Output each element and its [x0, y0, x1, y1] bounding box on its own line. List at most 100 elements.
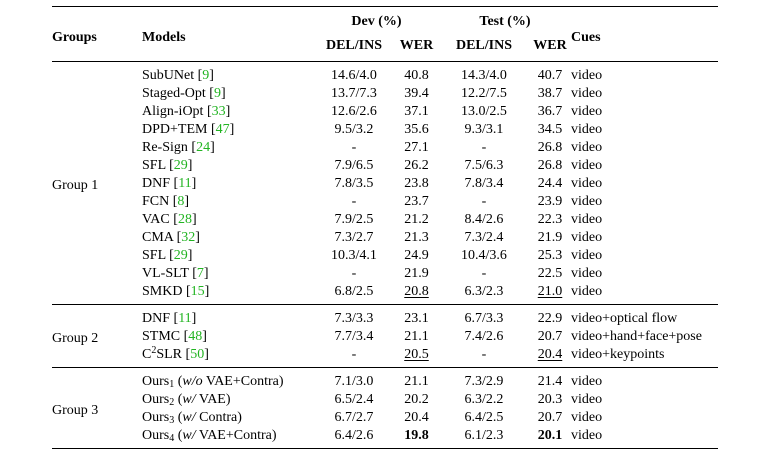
cell-value: 20.2 [404, 392, 429, 407]
model-name: SFL [29] [142, 248, 193, 263]
model-name: FCN [8] [142, 194, 190, 209]
test-wer-cell: 25.3 [529, 247, 571, 265]
citation-link[interactable]: 8 [177, 194, 185, 209]
test-wer-cell: 22.3 [529, 211, 571, 229]
cell-value: 7.8/3.5 [334, 176, 374, 191]
cues-cell: video [571, 428, 603, 443]
model-label: Re-Sign [142, 140, 188, 155]
model-name: SMKD [15] [142, 284, 210, 299]
cell-value: 6.1/2.3 [464, 428, 504, 443]
citation-link[interactable]: 24 [196, 140, 211, 155]
test-del-ins-cell: 7.4/2.6 [439, 328, 529, 346]
cues-cell: video [571, 86, 603, 101]
cues-cell: video [571, 68, 603, 83]
cell-value: 9.3/3.1 [464, 122, 504, 137]
test-del-ins-cell: - [439, 346, 529, 368]
dev-wer-cell: 23.1 [394, 305, 439, 329]
cell-value: 7.3/3.3 [334, 311, 374, 326]
dev-wer-cell: 23.8 [394, 175, 439, 193]
citation-link[interactable]: 29 [173, 248, 188, 263]
citation-link[interactable]: 9 [202, 68, 210, 83]
dev-wer-header: WER [399, 38, 434, 53]
dev-del-ins-cell: - [314, 346, 394, 368]
dev-wer-cell: 20.2 [394, 391, 439, 409]
cell-value: 22.3 [537, 212, 563, 227]
test-del-ins-cell: 13.0/2.5 [439, 103, 529, 121]
citation-link[interactable]: 7 [196, 266, 204, 281]
table-row: FCN [8] - 23.7 - 23.9 video [52, 193, 718, 211]
table-row: C2SLR [50] - 20.5 - 20.4 video+keypoints [52, 346, 718, 368]
citation-link[interactable]: 11 [178, 311, 192, 326]
cell-value: - [351, 140, 357, 155]
cell-value: 36.7 [537, 104, 563, 119]
cell-value: 20.3 [537, 392, 563, 407]
citation-link[interactable]: 47 [215, 122, 230, 137]
groups-header: Groups [52, 30, 97, 45]
citation-link[interactable]: 29 [173, 158, 188, 173]
citation-link[interactable]: 48 [188, 329, 203, 344]
cell-value: 7.9/6.5 [334, 158, 374, 173]
cell-value: 24.4 [537, 176, 563, 191]
cues-cell: video [571, 410, 603, 425]
cell-value: 23.1 [404, 311, 429, 326]
dev-wer-cell: 20.8 [394, 283, 439, 305]
table-row: Re-Sign [24] - 27.1 - 26.8 video [52, 139, 718, 157]
cues-cell: video+keypoints [571, 347, 665, 362]
table-row: SFL [29] 10.3/4.1 24.9 10.4/3.6 25.3 video [52, 247, 718, 265]
cell-value: 21.1 [404, 329, 429, 344]
cues-cell: video [571, 176, 603, 191]
cues-cell: video [571, 122, 603, 137]
cues-cell: video [571, 392, 603, 407]
cell-value: 13.7/7.3 [331, 86, 377, 101]
cell-value: 20.7 [537, 410, 563, 425]
cues-cell: video+hand+face+pose [571, 329, 702, 344]
dev-wer-cell: 21.1 [394, 368, 439, 392]
cell-value: 8.4/2.6 [464, 212, 504, 227]
cell-value: 9.5/3.2 [334, 122, 374, 137]
cues-cell: video+optical flow [571, 311, 678, 326]
cell-value: 23.8 [404, 176, 429, 191]
test-del-ins-cell: 10.4/3.6 [439, 247, 529, 265]
citation-link[interactable]: 11 [178, 176, 192, 191]
model-name: VAC [28] [142, 212, 197, 227]
model-label: Ours3 (w/ Contra) [142, 410, 242, 426]
cell-value: - [481, 266, 487, 281]
dev-del-ins-cell: 6.5/2.4 [314, 391, 394, 409]
cues-header: Cues [571, 30, 601, 45]
table-row: VAC [28] 7.9/2.5 21.2 8.4/2.6 22.3 video [52, 211, 718, 229]
cell-value: 21.2 [404, 212, 429, 227]
cell-value: 7.7/3.4 [334, 329, 374, 344]
dev-wer-cell: 24.9 [394, 247, 439, 265]
dev-wer-cell: 35.6 [394, 121, 439, 139]
model-name: Ours3 (w/ Contra) [142, 409, 314, 427]
test-wer-cell: 20.7 [529, 328, 571, 346]
citation-link[interactable]: 15 [190, 284, 205, 299]
dev-del-ins-cell: 6.4/2.6 [314, 427, 394, 449]
citation-link[interactable]: 50 [190, 347, 205, 362]
test-del-ins-cell: 8.4/2.6 [439, 211, 529, 229]
cell-value: - [481, 347, 487, 362]
model-name: DNF [11] [142, 311, 197, 326]
dev-del-ins-cell: 7.8/3.5 [314, 175, 394, 193]
cell-value: 21.9 [537, 230, 563, 245]
model-label: VL-SLT [142, 266, 189, 281]
citation-link[interactable]: 32 [181, 230, 196, 245]
dev-wer-cell: 27.1 [394, 139, 439, 157]
test-del-ins-cell: 6.3/2.2 [439, 391, 529, 409]
group-label: Group 1 [52, 177, 99, 193]
cell-value: 6.7/2.7 [334, 410, 374, 425]
test-del-ins-cell: 7.3/2.9 [439, 368, 529, 392]
model-label: STMC [142, 329, 181, 344]
citation-link[interactable]: 9 [213, 86, 221, 101]
citation-link[interactable]: 33 [211, 104, 226, 119]
cell-value: 6.5/2.4 [334, 392, 374, 407]
citation-link[interactable]: 28 [177, 212, 192, 227]
cell-value: 6.8/2.5 [334, 284, 374, 299]
results-table: Groups Models Dev (%) Test (%) Cues DEL/… [52, 6, 718, 449]
table-header: Groups Models Dev (%) Test (%) Cues DEL/… [52, 6, 718, 62]
model-name: STMC [48] [142, 329, 207, 344]
cell-value: 20.4 [404, 410, 429, 425]
model-label: SFL [142, 248, 166, 263]
group-label: Group 3 [52, 402, 99, 418]
dev-del-ins-cell: - [314, 139, 394, 157]
